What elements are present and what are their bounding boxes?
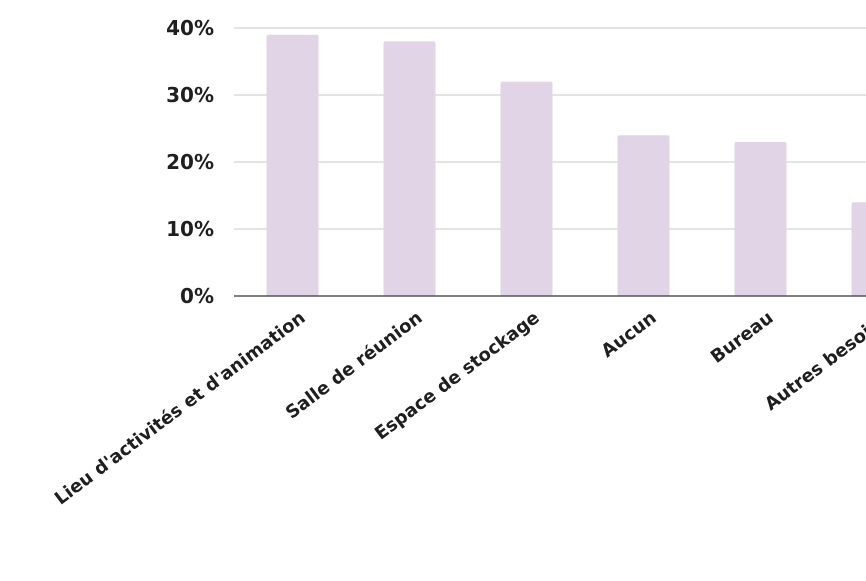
x-tick-label: Bureau xyxy=(707,307,778,367)
y-tick-label: 40% xyxy=(166,16,214,40)
bar xyxy=(734,141,787,296)
y-tick-labels: 0% 10% 20% 30% 40% xyxy=(166,16,214,308)
bar xyxy=(383,41,436,297)
bar xyxy=(851,202,866,296)
y-tick-label: 10% xyxy=(166,217,214,241)
bar xyxy=(500,81,553,296)
y-tick-label: 20% xyxy=(166,150,214,174)
x-tick-label: Aucun xyxy=(598,307,661,362)
y-tick-label: 0% xyxy=(180,284,214,308)
bar xyxy=(617,135,670,296)
bars xyxy=(266,34,866,297)
y-tick-label: 30% xyxy=(166,83,214,107)
bar xyxy=(266,34,319,296)
x-tick-label: Lieu d'activités et d'animation xyxy=(51,307,310,509)
